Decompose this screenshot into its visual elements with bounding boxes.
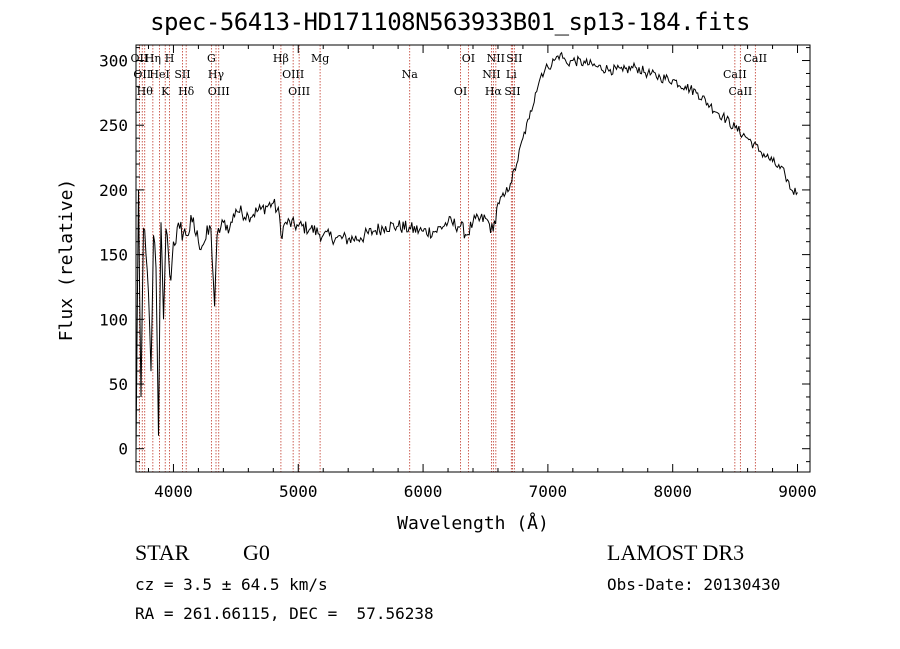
line-marker-label: OIII <box>288 85 310 98</box>
plot-frame <box>135 44 811 473</box>
obs-date: Obs-Date: 20130430 <box>607 575 781 594</box>
y-tick-label: 100 <box>99 310 128 329</box>
line-marker-label: NII <box>487 52 505 65</box>
y-axis-label: Flux (relative) <box>56 179 77 342</box>
line-marker-label: CaII <box>743 52 767 65</box>
y-tick-label: 200 <box>99 181 128 200</box>
line-marker-label: OI <box>462 52 475 65</box>
y-tick-label: 150 <box>99 246 128 265</box>
line-marker-label: HeI <box>149 68 169 81</box>
line-marker-label: OIII <box>282 68 304 81</box>
y-tick-label: 250 <box>99 116 128 135</box>
line-marker-label: Na <box>402 68 419 81</box>
line-marker-label: OII <box>133 68 151 81</box>
line-marker-label: K <box>161 85 170 98</box>
x-tick-label: 8000 <box>653 482 692 501</box>
x-tick-label: 4000 <box>154 482 193 501</box>
x-tick-label: 7000 <box>529 482 568 501</box>
line-marker-label: SII <box>506 52 522 65</box>
line-marker-label: SII <box>504 85 520 98</box>
subclass: G0 <box>243 540 270 565</box>
line-marker-label: G <box>207 52 216 65</box>
redshift-cz: cz = 3.5 ± 64.5 km/s <box>135 575 328 594</box>
y-tick-label: 300 <box>99 52 128 71</box>
object-type: STAR <box>135 540 190 565</box>
line-marker-label: CaII <box>729 85 753 98</box>
y-tick-label: 50 <box>109 375 128 394</box>
line-marker-label: OI <box>454 85 467 98</box>
line-marker-label: OII <box>131 52 149 65</box>
y-tick-label: 0 <box>118 440 128 459</box>
line-marker-label: OIII <box>208 85 230 98</box>
line-marker-label: NII <box>482 68 500 81</box>
x-axis-label: Wavelength (Å) <box>397 512 549 534</box>
y-axis-ticks: 0 50 100 150 200 250 300 <box>99 47 810 463</box>
x-tick-label: 5000 <box>279 482 318 501</box>
line-marker-label: Hα <box>485 85 503 98</box>
spectrum-line <box>135 51 798 456</box>
x-tick-label: 6000 <box>404 482 443 501</box>
line-markers <box>138 45 756 472</box>
line-marker-label: Hβ <box>273 52 289 65</box>
x-axis-ticks: 4000 5000 6000 7000 8000 9000 <box>147 45 817 501</box>
chart-title: spec-56413-HD171108N563933B01_sp13-184.f… <box>150 8 750 36</box>
line-marker-label: H <box>165 52 175 65</box>
line-marker-labels: OII OII Hθ Hη HeI K H SII Hδ G Hγ OIII Hβ OIII OIII Mg N… <box>131 52 768 98</box>
line-marker-label: Hθ <box>137 85 154 98</box>
coordinates: RA = 261.66115, DEC = 57.56238 <box>135 604 434 623</box>
line-marker-label: Hη <box>145 52 161 65</box>
line-marker-label: Hγ <box>208 68 225 81</box>
line-marker-label: Mg <box>311 52 329 65</box>
line-marker-label: Hδ <box>178 85 195 98</box>
x-tick-label: 9000 <box>778 482 817 501</box>
line-marker-label: Li <box>506 68 517 81</box>
line-marker-label: CaII <box>723 68 747 81</box>
survey-name: LAMOST DR3 <box>607 540 745 565</box>
line-marker-label: SII <box>174 68 190 81</box>
